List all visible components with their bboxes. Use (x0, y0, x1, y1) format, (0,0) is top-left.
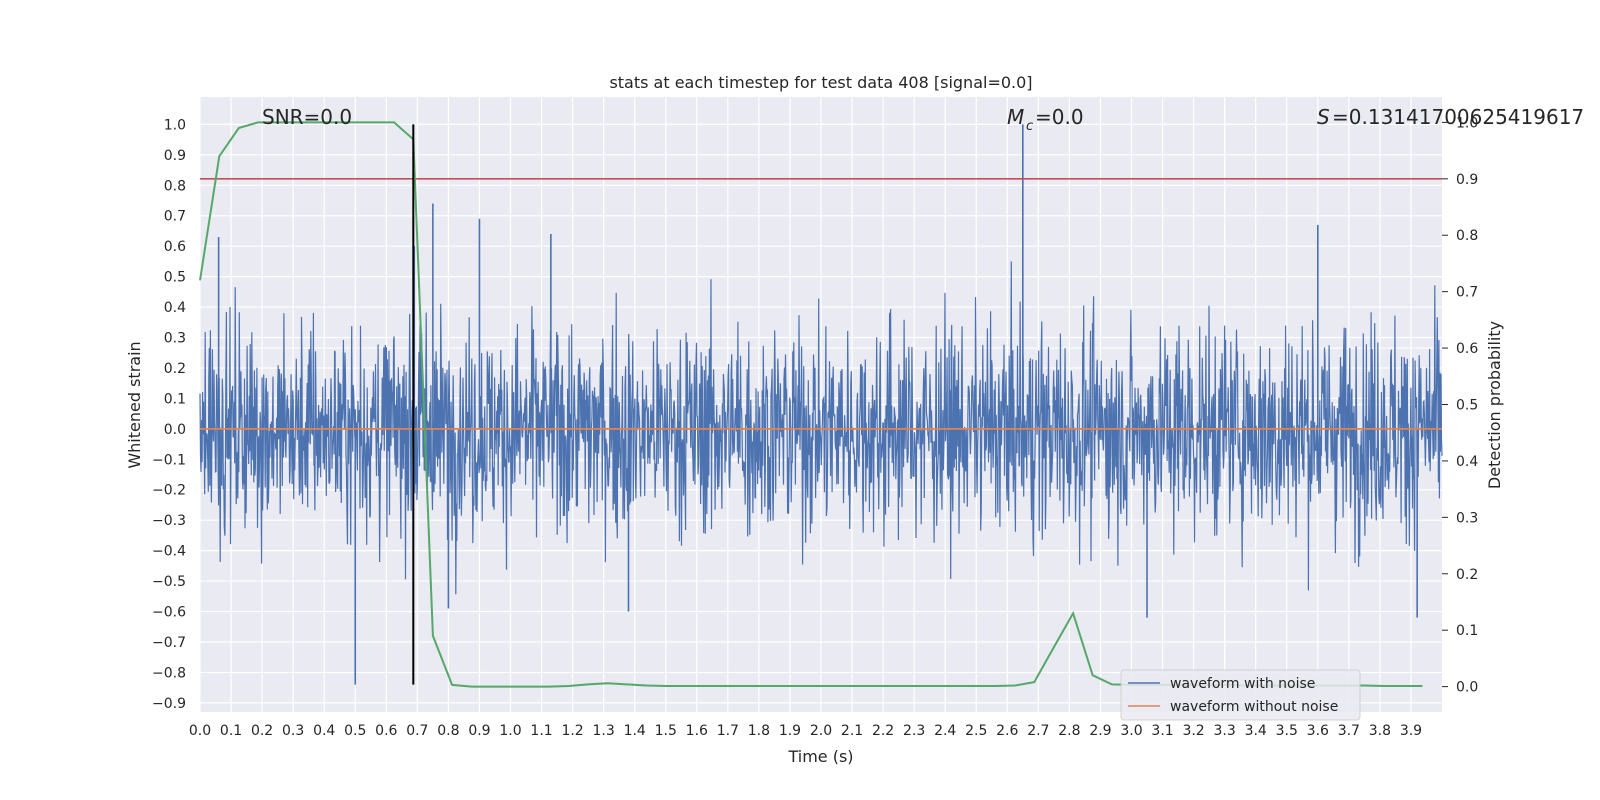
y-tick-label: −0.7 (152, 635, 186, 651)
x-tick-label: 0.1 (220, 723, 242, 739)
x-tick-label: 3.7 (1338, 723, 1360, 739)
x-tick-label: 0.8 (437, 723, 459, 739)
x-tick-label: 2.8 (1058, 723, 1080, 739)
x-tick-label: 3.9 (1400, 723, 1422, 739)
x-tick-label: 3.2 (1182, 723, 1204, 739)
y-tick-label: −0.5 (152, 574, 186, 590)
x-tick-label: 2.4 (934, 723, 956, 739)
x-tick-label: 0.9 (468, 723, 490, 739)
y-tick-label: −0.1 (152, 452, 186, 468)
x-tick-label: 1.6 (686, 723, 708, 739)
y2-tick-label: 0.6 (1456, 341, 1478, 357)
x-tick-label: 1.8 (748, 723, 770, 739)
x-tick-label: 2.6 (996, 723, 1018, 739)
y2-tick-label: 0.0 (1456, 680, 1478, 696)
x-tick-label: 1.0 (499, 723, 521, 739)
x-tick-label: 2.3 (903, 723, 925, 739)
y2-tick-label: 0.3 (1456, 510, 1478, 526)
y2-tick-label: 0.5 (1456, 398, 1478, 414)
x-tick-label: 0.6 (375, 723, 397, 739)
y2-tick-label: 0.7 (1456, 285, 1478, 301)
y-tick-label: 0.9 (164, 148, 186, 164)
series-waveform-with-noise (199, 124, 1443, 685)
x-tick-label: 0.3 (282, 723, 304, 739)
annotation-mc: M c =0.0 (1007, 105, 1084, 134)
y-tick-label: 0.0 (164, 422, 186, 438)
x-tick-label: 1.2 (561, 723, 583, 739)
y-tick-labels: −0.9 −0.8 −0.7 −0.6 −0.5 −0.4 −0.3 −0.2 −0.1 0.0 0… (152, 117, 186, 711)
y2-axis-label: Detection probability (1485, 321, 1504, 489)
x-tick-label: 1.5 (655, 723, 677, 739)
y-tick-label: 0.1 (164, 391, 186, 407)
legend-label-waveform-with-noise: waveform with noise (1170, 676, 1315, 692)
y-tick-label: 0.2 (164, 361, 186, 377)
y-tick-label: 0.8 (164, 178, 186, 194)
x-tick-label: 3.0 (1120, 723, 1142, 739)
x-tick-label: 0.5 (344, 723, 366, 739)
x-tick-label: 1.4 (624, 723, 646, 739)
x-tick-label: 2.1 (841, 723, 863, 739)
annotation-s-symbol: S (1317, 105, 1330, 129)
annotation-mc-subscript: c (1026, 119, 1033, 134)
y-tick-label: −0.6 (152, 605, 186, 621)
legend-label-waveform-without-noise: waveform without noise (1170, 699, 1338, 715)
y-tick-label: 0.3 (164, 331, 186, 347)
y-tick-label: −0.9 (152, 696, 186, 712)
y2-tick-label: 0.4 (1456, 454, 1478, 470)
x-tick-label: 0.0 (189, 723, 211, 739)
y-tick-label: 0.6 (164, 239, 186, 255)
y2-tick-label: 1.0 (1456, 115, 1478, 131)
chart-title: stats at each timestep for test data 408… (609, 73, 1032, 92)
x-tick-label: 3.1 (1151, 723, 1173, 739)
legend: waveform with noise waveform without noi… (1120, 669, 1361, 721)
y-tick-label: 0.7 (164, 209, 186, 225)
x-tick-label: 2.5 (965, 723, 987, 739)
x-tick-label: 1.9 (779, 723, 801, 739)
y2-tick-label: 0.2 (1456, 567, 1478, 583)
x-tick-label: 0.4 (313, 723, 335, 739)
y-tick-label: 0.5 (164, 270, 186, 286)
y2-tick-labels: 0.0 0.1 0.2 0.3 0.4 0.5 0.6 0.7 0.8 0.9 1.0 (1442, 115, 1478, 696)
x-tick-label: 3.5 (1276, 723, 1298, 739)
x-tick-label: 2.9 (1089, 723, 1111, 739)
y-tick-label: −0.8 (152, 665, 186, 681)
y-tick-label: 1.0 (164, 117, 186, 133)
legend-box (1120, 669, 1361, 721)
y-axis-label: Whitened strain (125, 341, 144, 468)
y-tick-label: −0.3 (152, 513, 186, 529)
x-tick-label: 1.1 (530, 723, 552, 739)
x-tick-label: 3.3 (1214, 723, 1236, 739)
y2-tick-label: 0.8 (1456, 228, 1478, 244)
x-tick-label: 2.0 (810, 723, 832, 739)
x-axis-label: Time (s) (787, 747, 853, 766)
x-tick-label: 3.6 (1307, 723, 1329, 739)
annotation-s-value: =0.13141700625419617 (1332, 105, 1584, 129)
x-tick-label: 1.7 (717, 723, 739, 739)
x-tick-label: 0.2 (251, 723, 273, 739)
x-tick-label: 2.7 (1027, 723, 1049, 739)
x-tick-label: 3.4 (1245, 723, 1267, 739)
y2-tick-label: 0.9 (1456, 172, 1478, 188)
annotation-snr: SNR=0.0 (262, 105, 352, 129)
annotation-mc-symbol: M (1007, 105, 1024, 129)
y-tick-label: 0.4 (164, 300, 186, 316)
x-tick-label: 3.8 (1369, 723, 1391, 739)
annotation-mc-value: =0.0 (1035, 105, 1084, 129)
y-tick-label: −0.2 (152, 483, 186, 499)
x-tick-labels: 0.0 0.1 0.2 0.3 0.4 0.5 0.6 0.7 0.8 0.9 1.0 1.1 1.2 1… (189, 723, 1422, 739)
waveform-with-noise-line (199, 261, 1443, 595)
x-tick-label: 2.2 (872, 723, 894, 739)
annotation-s: S =0.13141700625419617 (1317, 105, 1584, 129)
x-tick-label: 1.3 (593, 723, 615, 739)
y-tick-label: −0.4 (152, 544, 186, 560)
y2-tick-label: 0.1 (1456, 623, 1478, 639)
x-tick-label: 0.7 (406, 723, 428, 739)
